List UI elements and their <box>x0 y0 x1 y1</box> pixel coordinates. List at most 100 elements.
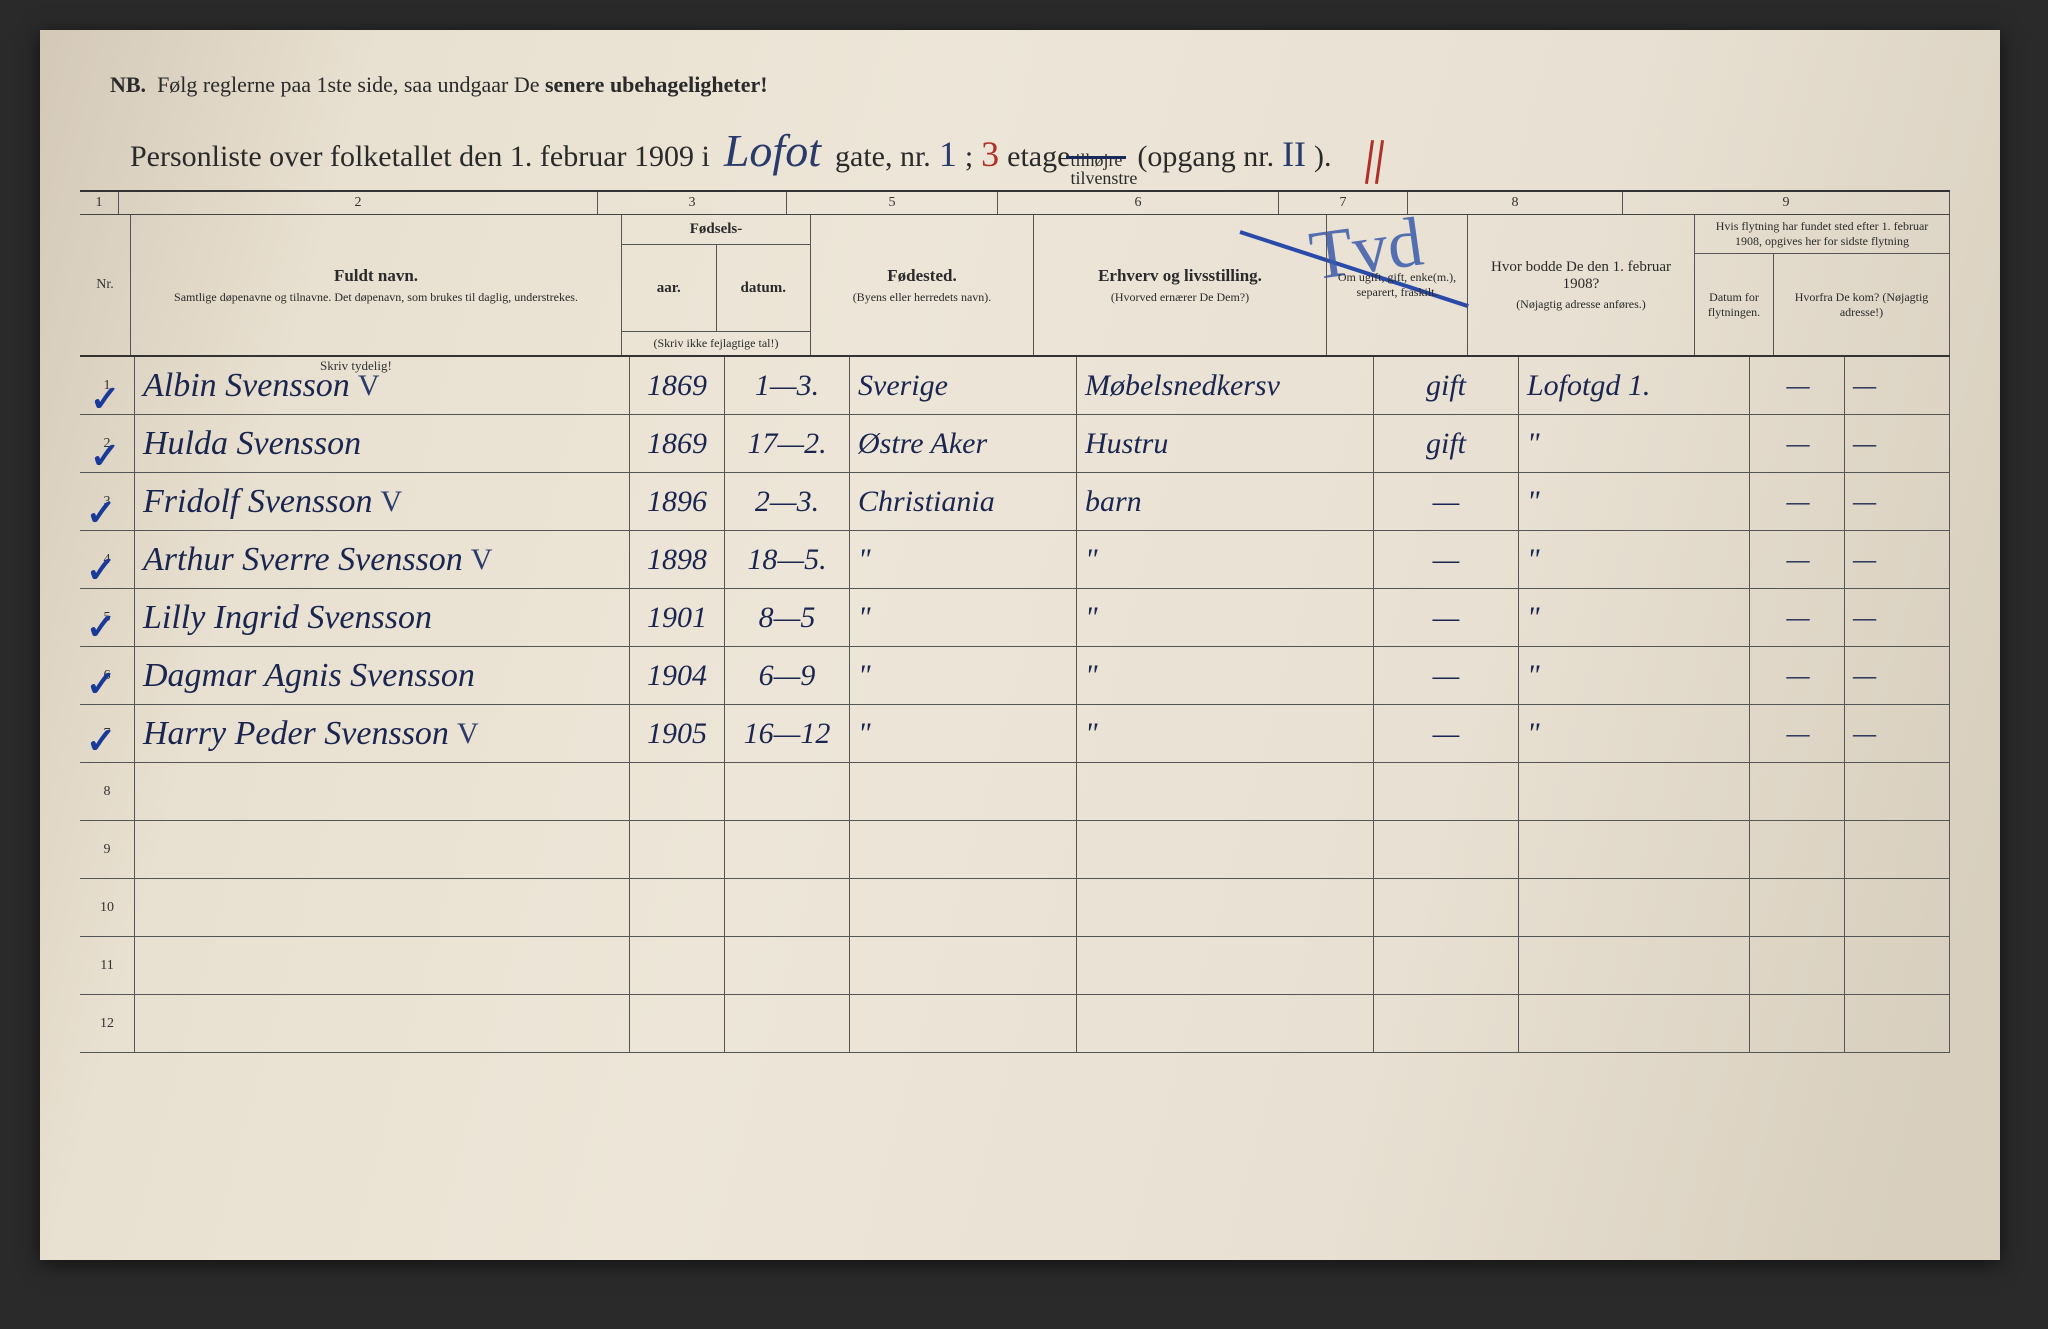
check-mark: ✓ <box>86 663 116 705</box>
cell-prev-address: Lofotgd 1. <box>1519 357 1750 414</box>
cell-prev-address: " <box>1519 473 1750 530</box>
cell-occupation: " <box>1077 705 1374 762</box>
nb-notice: NB. Følg reglerne paa 1ste side, saa und… <box>110 72 768 98</box>
cell-move-date <box>1750 995 1845 1052</box>
cell-marital: gift <box>1374 415 1519 472</box>
form-title: Personliste over folketallet den 1. febr… <box>130 128 1940 187</box>
floor-number: 3 <box>973 133 1007 175</box>
hdr-marital: Om ugift, gift, enke(m.), separert, fras… <box>1327 215 1468 355</box>
cell-year: 1869 <box>630 415 725 472</box>
cell-name: Lilly Ingrid Svensson <box>135 589 630 646</box>
table-row: 6Dagmar Agnis Svensson19046—9""—"—— <box>80 647 1950 705</box>
cell-name: Arthur Sverre SvenssonV <box>135 531 630 588</box>
table-row: 5Lilly Ingrid Svensson19018—5""—"—— <box>80 589 1950 647</box>
cell-name: Harry Peder SvenssonV <box>135 705 630 762</box>
cell-date <box>725 879 850 936</box>
cell-date <box>725 995 850 1052</box>
cell-date <box>725 937 850 994</box>
cell-from-where <box>1845 879 1950 936</box>
cell-marital <box>1374 937 1519 994</box>
cell-marital <box>1374 879 1519 936</box>
cell-birthplace: Sverige <box>850 357 1077 414</box>
table-row: 8 <box>80 763 1950 821</box>
cell-move-date: — <box>1750 415 1845 472</box>
cell-prev-address: " <box>1519 531 1750 588</box>
cell-year: 1898 <box>630 531 725 588</box>
cell-birthplace: " <box>850 531 1077 588</box>
cell-year: 1869 <box>630 357 725 414</box>
check-mark: ✓ <box>86 720 116 762</box>
cell-birthplace: " <box>850 589 1077 646</box>
cell-occupation <box>1077 995 1374 1052</box>
cell-from-where: — <box>1845 589 1950 646</box>
cell-marital: — <box>1374 589 1519 646</box>
cell-occupation: Møbelsnedkersv <box>1077 357 1374 414</box>
census-table: 1 2 3 5 6 7 8 9 Nr. Fuldt navn. Samtlige… <box>80 190 1950 1190</box>
cell-occupation: Hustru <box>1077 415 1374 472</box>
cell-from-where: — <box>1845 647 1950 704</box>
hdr-name: Fuldt navn. Samtlige døpenavne og tilnav… <box>131 215 622 355</box>
check-mark: ✓ <box>90 435 120 477</box>
cell-name: Hulda Svensson <box>135 415 630 472</box>
table-row: 11 <box>80 937 1950 995</box>
cell-date: 16—12 <box>725 705 850 762</box>
cell-date <box>725 763 850 820</box>
cell-occupation: " <box>1077 531 1374 588</box>
cell-year <box>630 879 725 936</box>
hdr-nr: Nr. <box>80 215 131 355</box>
cell-date: 8—5 <box>725 589 850 646</box>
cell-year: 1904 <box>630 647 725 704</box>
check-mark: ✓ <box>90 378 120 420</box>
cell-occupation <box>1077 937 1374 994</box>
cell-name <box>135 821 630 878</box>
table-row: 9 <box>80 821 1950 879</box>
census-page: NB. Følg reglerne paa 1ste side, saa und… <box>40 30 2000 1260</box>
cell-year: 1901 <box>630 589 725 646</box>
hdr-occupation: Erhverv og livsstilling. (Hvorved ernære… <box>1034 215 1327 355</box>
street-number: 1 <box>931 133 965 175</box>
cell-move-date: — <box>1750 589 1845 646</box>
hdr-birthplace: Fødested. (Byens eller herredets navn). <box>811 215 1034 355</box>
hdr-prev-address: Hvor bodde De den 1. februar 1908? (Nøja… <box>1468 215 1695 355</box>
cell-birthplace <box>850 995 1077 1052</box>
write-clearly-note: Skriv tydelig! <box>320 358 392 374</box>
cell-birthplace: Østre Aker <box>850 415 1077 472</box>
cell-move-date: — <box>1750 357 1845 414</box>
cell-prev-address <box>1519 821 1750 878</box>
cell-year: 1905 <box>630 705 725 762</box>
cell-prev-address <box>1519 937 1750 994</box>
hdr-moved: Hvis flytning har fundet sted efter 1. f… <box>1695 215 1950 355</box>
cell-prev-address: " <box>1519 589 1750 646</box>
cell-move-date <box>1750 763 1845 820</box>
row-number: 11 <box>80 937 135 994</box>
cell-from-where: — <box>1845 415 1950 472</box>
cell-year <box>630 995 725 1052</box>
cell-birthplace <box>850 879 1077 936</box>
cell-date: 18—5. <box>725 531 850 588</box>
cell-marital <box>1374 995 1519 1052</box>
cell-from-where <box>1845 995 1950 1052</box>
check-mark: ✓ <box>86 549 116 591</box>
cell-from-where: — <box>1845 705 1950 762</box>
cell-date: 17—2. <box>725 415 850 472</box>
cell-name: Dagmar Agnis Svensson <box>135 647 630 704</box>
cell-name <box>135 995 630 1052</box>
table-row: 10 <box>80 879 1950 937</box>
cell-name <box>135 937 630 994</box>
cell-occupation: barn <box>1077 473 1374 530</box>
cell-prev-address <box>1519 995 1750 1052</box>
cell-from-where <box>1845 763 1950 820</box>
cell-birthplace: " <box>850 705 1077 762</box>
cell-occupation <box>1077 763 1374 820</box>
cell-birthplace <box>850 821 1077 878</box>
cell-year <box>630 763 725 820</box>
table-row: 7Harry Peder SvenssonV190516—12""—"—— <box>80 705 1950 763</box>
cell-move-date: — <box>1750 705 1845 762</box>
cell-prev-address <box>1519 763 1750 820</box>
row-number: 10 <box>80 879 135 936</box>
cell-year <box>630 821 725 878</box>
check-mark: ✓ <box>86 606 116 648</box>
cell-occupation <box>1077 821 1374 878</box>
cell-move-date <box>1750 879 1845 936</box>
cell-marital: — <box>1374 531 1519 588</box>
